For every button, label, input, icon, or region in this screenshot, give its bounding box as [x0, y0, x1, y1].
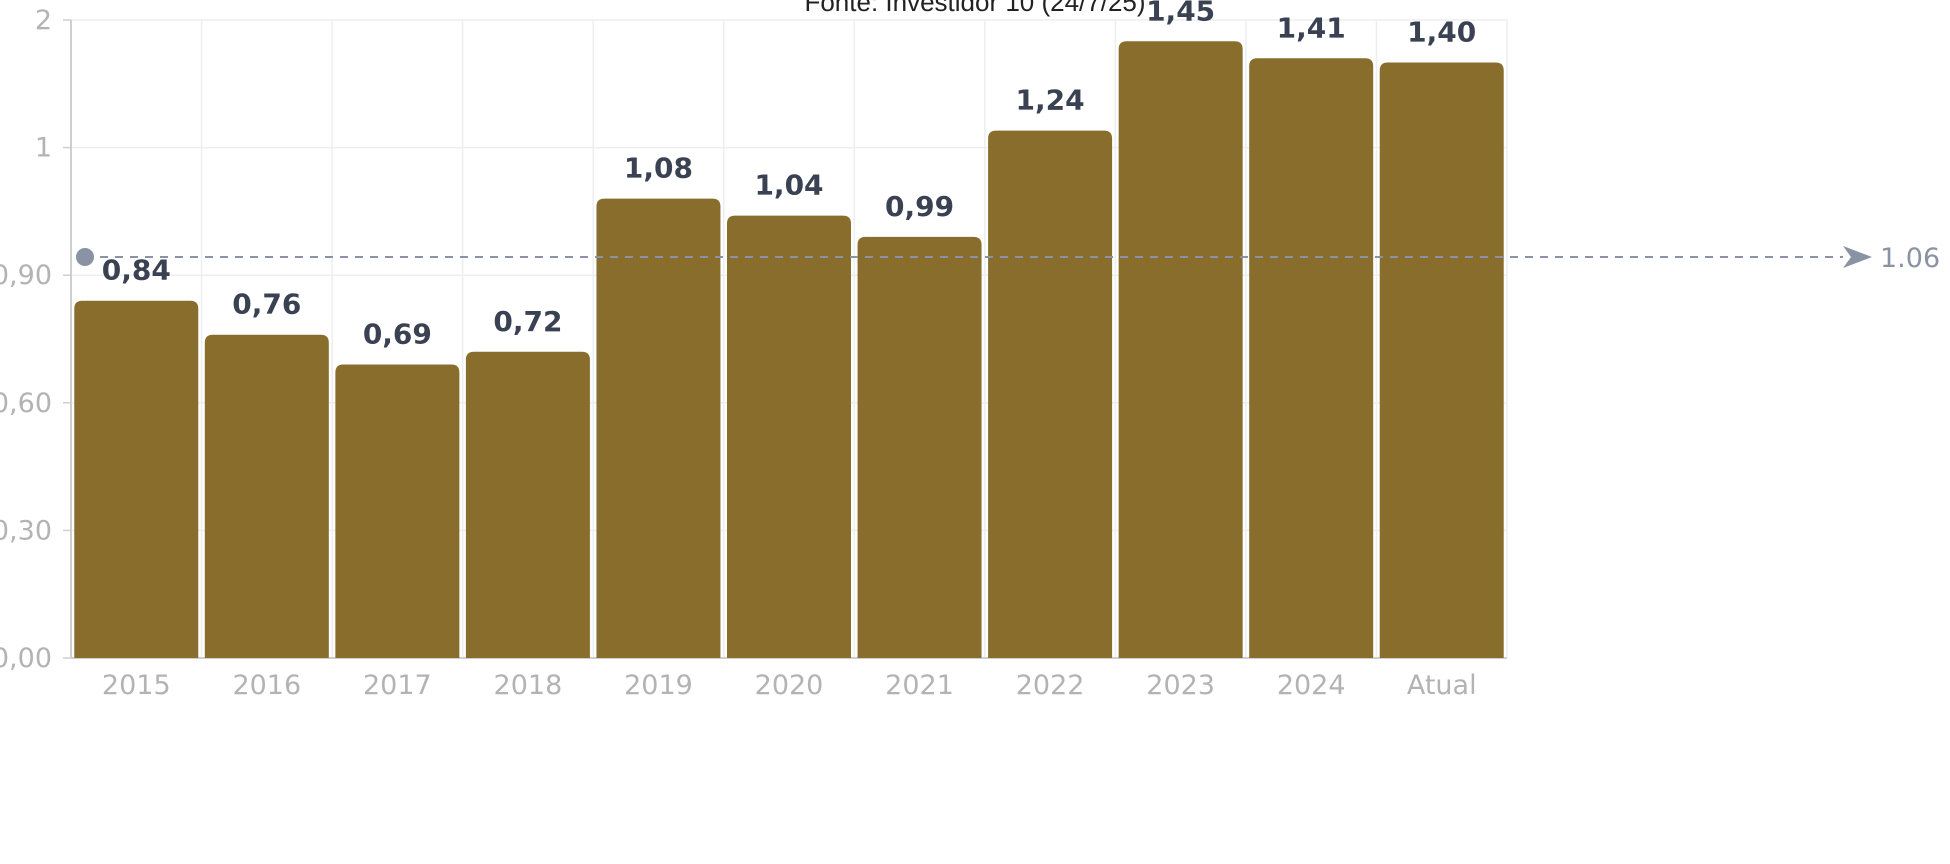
bar-2020 [727, 215, 851, 659]
x-tick-label: 2023 [1146, 670, 1215, 701]
x-tick-label: 2021 [885, 670, 954, 701]
x-tick-label: 2015 [102, 670, 171, 701]
bar-2017 [335, 364, 460, 658]
average-line-layer: 1.06 [76, 243, 1940, 274]
bar-2019 [596, 198, 721, 658]
x-tick-label: 2019 [624, 670, 693, 701]
average-line-start-dot [76, 248, 94, 266]
y-tick-label: 0,00 [0, 643, 52, 674]
y-tick-label: 1 [35, 133, 52, 164]
bar-2021 [857, 236, 982, 659]
x-tick-label: 2016 [232, 670, 301, 701]
data-label-2024: 1,41 [1277, 11, 1346, 44]
average-line-label: 1.06 [1880, 243, 1940, 274]
bar-Atual [1379, 62, 1504, 659]
data-label-2017: 0,69 [363, 318, 432, 351]
data-label-2016: 0,76 [232, 288, 301, 321]
data-label-2023: 1,45 [1146, 0, 1215, 27]
x-tick-label: 2024 [1277, 670, 1346, 701]
y-tick-label: 0,90 [0, 260, 52, 291]
x-tick-label: 2018 [494, 670, 563, 701]
data-label-2021: 0,99 [885, 190, 954, 223]
bar-2015 [74, 300, 199, 658]
x-tick-label: 2020 [755, 670, 824, 701]
data-label-Atual: 1,40 [1407, 16, 1476, 49]
bar-2023 [1118, 41, 1243, 659]
labels-layer: 0,00 0,30 0,60 0,90 1 2 0,84 2015 0,76 2016 0,69 20… [0, 0, 1477, 701]
y-tick-label: 0,60 [0, 388, 52, 419]
chart-source-title: Fonte: Investidor 10 (24/7/25) [804, 0, 1146, 17]
bars-layer [74, 41, 1504, 659]
data-label-2019: 1,08 [624, 152, 693, 185]
average-line-arrow-icon [1843, 246, 1872, 268]
y-tick-label: 0,30 [0, 515, 52, 546]
bar-2016 [204, 334, 329, 658]
bar-2022 [988, 130, 1113, 658]
x-tick-label: 2022 [1016, 670, 1085, 701]
bar-2024 [1249, 58, 1374, 658]
x-tick-label: 2017 [363, 670, 432, 701]
bar-2018 [465, 351, 590, 658]
x-tick-label: Atual [1407, 670, 1477, 701]
data-label-2022: 1,24 [1016, 84, 1085, 117]
data-label-2015: 0,84 [102, 254, 171, 287]
data-label-2018: 0,72 [493, 305, 562, 338]
y-tick-label: 2 [35, 5, 52, 36]
data-label-2020: 1,04 [754, 169, 823, 202]
